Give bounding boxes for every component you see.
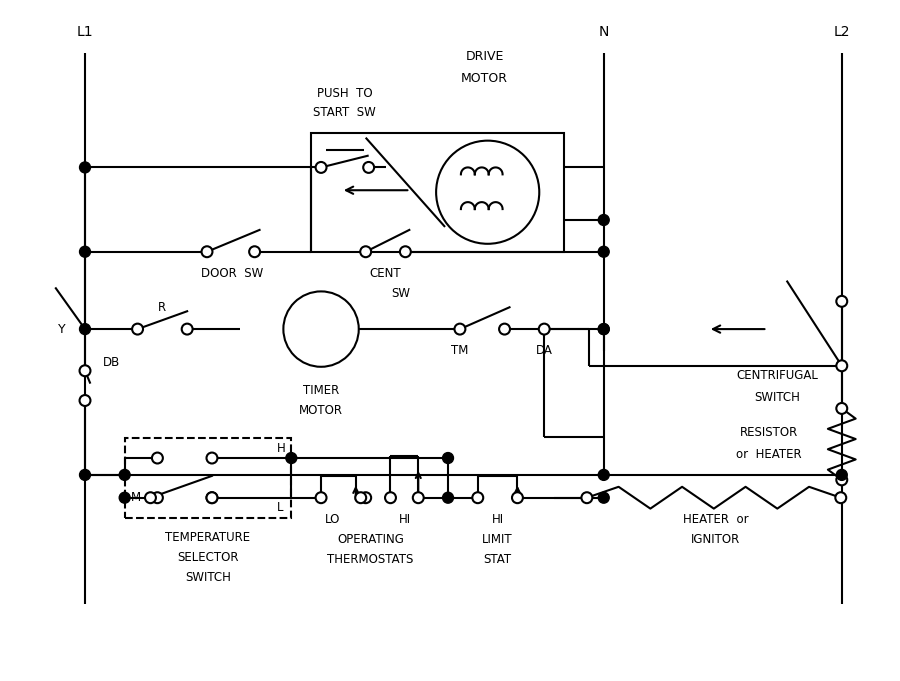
Circle shape [400, 247, 410, 257]
Text: R: R [158, 301, 166, 314]
Circle shape [360, 247, 371, 257]
Text: DA: DA [536, 345, 553, 358]
Text: HEATER  or: HEATER or [683, 513, 749, 526]
Circle shape [356, 492, 366, 503]
Circle shape [836, 360, 847, 371]
Text: TEMPERATURE: TEMPERATURE [166, 531, 250, 544]
Circle shape [598, 469, 609, 480]
Text: OPERATING: OPERATING [338, 533, 404, 546]
Text: L1: L1 [76, 25, 94, 39]
Circle shape [316, 492, 327, 503]
Circle shape [598, 492, 609, 503]
Circle shape [512, 492, 523, 503]
Circle shape [79, 247, 91, 257]
Circle shape [79, 365, 91, 376]
Circle shape [598, 215, 609, 225]
Circle shape [836, 403, 847, 414]
Circle shape [836, 469, 847, 480]
Text: RESISTOR: RESISTOR [740, 426, 798, 439]
Circle shape [835, 492, 846, 503]
Circle shape [206, 492, 218, 503]
Text: H: H [276, 441, 285, 455]
Circle shape [206, 453, 218, 464]
Text: CENTRIFUGAL: CENTRIFUGAL [736, 369, 818, 382]
Text: L2: L2 [833, 25, 850, 39]
Text: L: L [276, 501, 283, 514]
Circle shape [360, 492, 371, 503]
Text: DOOR  SW: DOOR SW [201, 267, 263, 280]
Circle shape [79, 162, 91, 173]
Text: MOTOR: MOTOR [299, 404, 343, 417]
Circle shape [79, 469, 91, 480]
Text: or  HEATER: or HEATER [735, 447, 801, 460]
Circle shape [79, 323, 91, 334]
Circle shape [539, 323, 550, 334]
Text: SWITCH: SWITCH [185, 571, 231, 584]
Text: TIMER: TIMER [303, 384, 339, 397]
Text: SWITCH: SWITCH [754, 391, 800, 404]
Circle shape [598, 247, 609, 257]
Circle shape [202, 247, 212, 257]
Text: TM: TM [451, 345, 469, 358]
Circle shape [443, 492, 454, 503]
Bar [311, 133, 564, 252]
Text: SELECTOR: SELECTOR [177, 551, 238, 564]
Text: Y: Y [58, 323, 65, 336]
Circle shape [119, 469, 130, 480]
Text: STAT: STAT [483, 553, 512, 566]
Text: MOTOR: MOTOR [461, 72, 508, 84]
Circle shape [152, 492, 163, 503]
Circle shape [79, 395, 91, 406]
Circle shape [364, 162, 374, 173]
Text: START  SW: START SW [313, 106, 376, 119]
Text: LO: LO [325, 513, 341, 526]
Circle shape [836, 475, 847, 486]
Circle shape [316, 162, 327, 173]
Circle shape [598, 323, 609, 334]
Circle shape [443, 453, 454, 464]
Text: LIMIT: LIMIT [482, 533, 513, 546]
Text: N: N [598, 25, 609, 39]
Circle shape [836, 296, 847, 306]
Circle shape [286, 453, 297, 464]
Text: SW: SW [391, 287, 410, 300]
Circle shape [132, 323, 143, 334]
Circle shape [454, 323, 465, 334]
Circle shape [206, 492, 218, 503]
Circle shape [145, 492, 156, 503]
Text: HI: HI [400, 513, 411, 526]
Text: IGNITOR: IGNITOR [691, 533, 741, 546]
Circle shape [472, 492, 483, 503]
Circle shape [249, 247, 260, 257]
Circle shape [119, 492, 130, 503]
Circle shape [385, 492, 396, 503]
Text: CENT: CENT [370, 267, 401, 280]
Text: HI: HI [491, 513, 504, 526]
Circle shape [182, 323, 193, 334]
Text: DB: DB [103, 356, 120, 369]
Circle shape [152, 453, 163, 464]
Circle shape [500, 323, 510, 334]
Circle shape [598, 323, 609, 334]
Text: DRIVE: DRIVE [465, 50, 504, 63]
Text: THERMOSTATS: THERMOSTATS [328, 553, 414, 566]
Text: M: M [130, 491, 140, 504]
Circle shape [413, 492, 424, 503]
Bar [125, 438, 292, 518]
Text: PUSH  TO: PUSH TO [317, 86, 373, 99]
Circle shape [581, 492, 592, 503]
